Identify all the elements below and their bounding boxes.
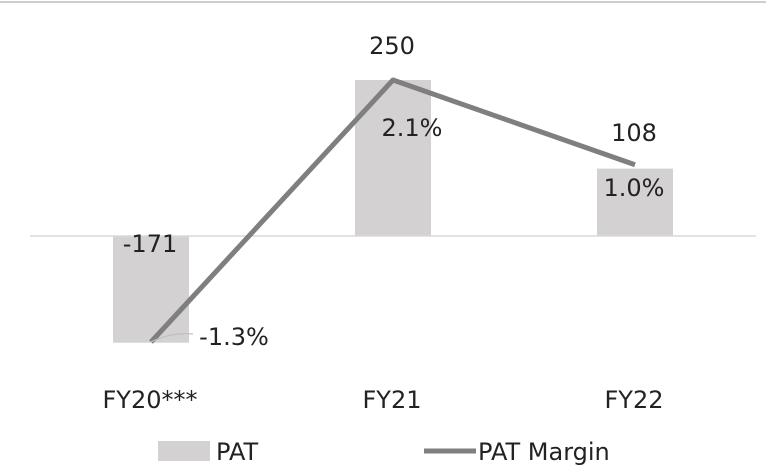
x-tick-label: FY20*** xyxy=(102,386,197,414)
plot-area xyxy=(30,77,756,344)
bar-data-label: -171 xyxy=(123,230,177,258)
bar-fy20 xyxy=(113,236,189,343)
legend-label-pat-margin: PAT Margin xyxy=(478,438,610,466)
bar-fy21 xyxy=(355,80,431,236)
line-data-labels: -1.3% 2.1% 1.0% xyxy=(199,114,664,351)
legend: PAT PAT Margin xyxy=(158,438,610,466)
bar-fy22 xyxy=(597,168,673,236)
legend-label-pat: PAT xyxy=(216,438,258,466)
label-leader-line xyxy=(150,333,194,343)
x-tick-label: FY21 xyxy=(362,386,421,414)
line-data-label: 2.1% xyxy=(382,114,443,142)
x-axis-tick-labels: FY20*** FY21 FY22 xyxy=(102,386,663,414)
bar-data-label: 108 xyxy=(611,119,657,147)
line-data-label: 1.0% xyxy=(604,174,665,202)
legend-swatch-pat xyxy=(158,441,210,461)
bar-data-labels: -171 250 108 xyxy=(123,32,657,258)
line-data-label: -1.3% xyxy=(199,323,269,351)
bar-data-label: 250 xyxy=(369,32,415,60)
x-tick-label: FY22 xyxy=(604,386,663,414)
series-line-pat-margin xyxy=(149,77,636,344)
